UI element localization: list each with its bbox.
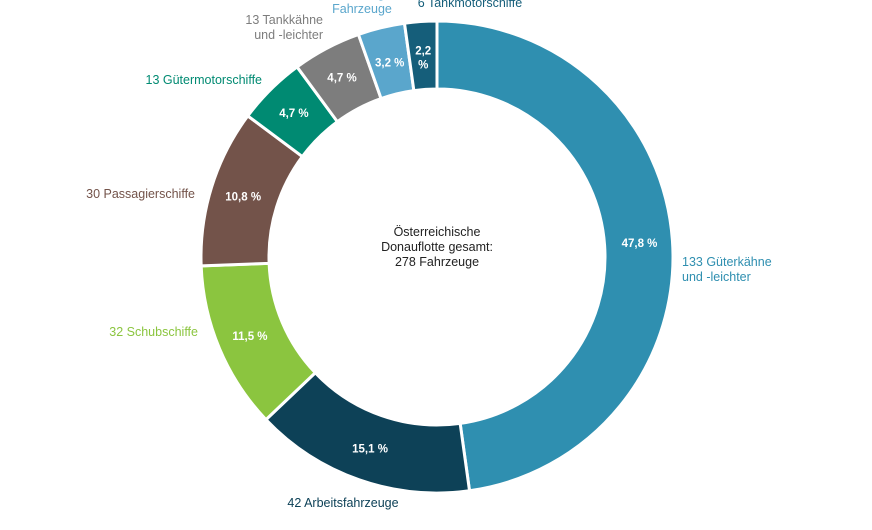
slice-percent-label-2: 15,1 % (352, 444, 388, 456)
slice-percent-label-6: 4,7 % (327, 73, 356, 85)
center-label: Österreichische Donauflotte gesamt: 278 Fa… (381, 225, 493, 269)
slice-category-label-3: 32 Schubschiffe (109, 325, 198, 339)
donut-slice-1 (435, 19, 675, 493)
slice-percent-label-5: 4,7 % (279, 108, 308, 120)
slice-category-label-1: 133 Güterkähne und -leichter (682, 255, 772, 284)
slice-percent-label-7: 3,2 % (375, 58, 404, 70)
slice-category-label-7: 9 SonstigeFahrzeuge (332, 0, 392, 16)
slice-percent-label-4: 10,8 % (225, 192, 261, 204)
slice-percent-label-3: 11,5 % (232, 331, 267, 343)
slice-category-label-4: 30 Passagierschiffe (86, 187, 195, 201)
slice-percent-label-1: 47,8 % (622, 238, 658, 250)
slice-category-label-8: 6 Tankmotorschiffe (418, 0, 523, 10)
slice-category-label-5: 13 Gütermotorschiffe (146, 73, 263, 87)
slice-percent-label-8: 2,2% (415, 45, 431, 71)
donut-slice-8 (402, 19, 439, 93)
slice-category-label-2: 42 Arbeitsfahrzeuge (287, 496, 398, 510)
slice-category-label-6: 13 Tankkähne und -leichter (245, 13, 323, 42)
